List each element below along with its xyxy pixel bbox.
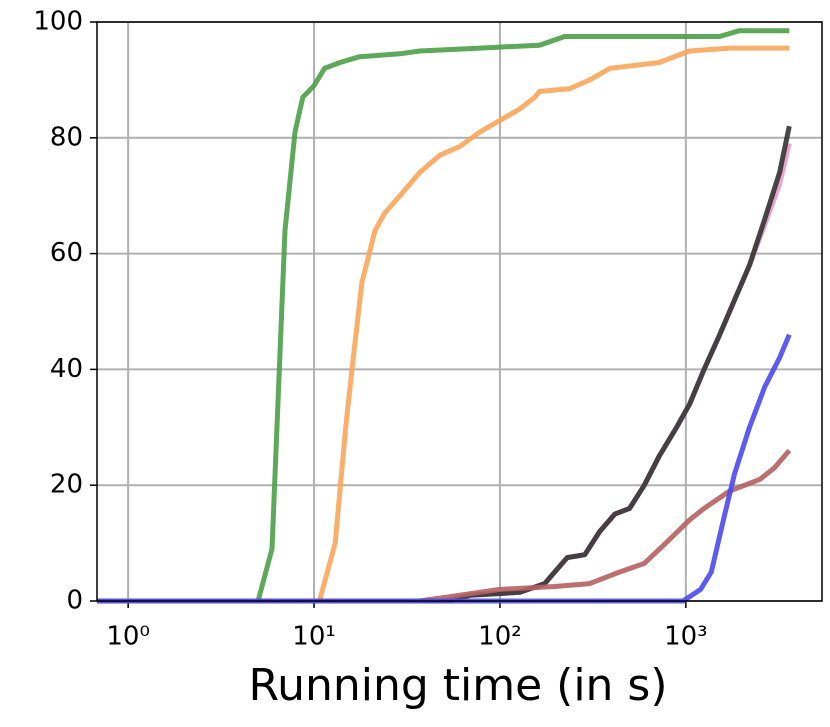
y-tick-label: 80 bbox=[50, 122, 83, 152]
x-tick-label: 10² bbox=[478, 622, 522, 652]
x-tick-label: 10³ bbox=[664, 622, 708, 652]
series-line bbox=[97, 28, 790, 604]
plot-frame bbox=[96, 21, 823, 602]
x-axis-label: Running time (in s) bbox=[248, 660, 667, 711]
y-tick-label: 20 bbox=[50, 470, 83, 500]
series-line bbox=[97, 45, 790, 604]
x-tick-label: 10⁰ bbox=[106, 622, 150, 652]
x-tick-label: 10¹ bbox=[292, 622, 336, 652]
y-tick-label: 100 bbox=[33, 7, 83, 37]
series-line bbox=[97, 333, 792, 604]
y-tick-label: 40 bbox=[50, 354, 83, 384]
series-line bbox=[97, 448, 792, 604]
y-tick-label: 60 bbox=[50, 238, 83, 268]
y-tick-label: 0 bbox=[66, 586, 83, 616]
